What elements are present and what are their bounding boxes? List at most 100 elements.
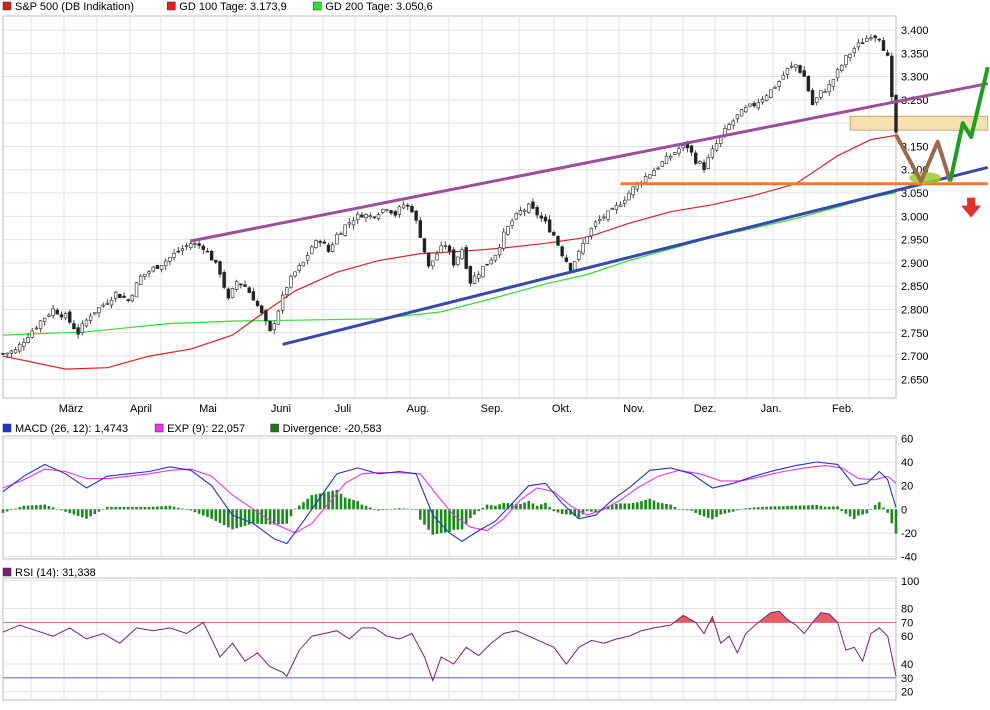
divergence-bar-191 — [798, 505, 802, 510]
candle-body-11 — [47, 314, 51, 317]
divergence-bar-209 — [873, 504, 877, 510]
divergence-bar-10 — [43, 504, 47, 510]
macd-legend-label-1: EXP (9): 22,057 — [167, 423, 245, 435]
candle-body-79 — [330, 244, 335, 252]
divergence-bar-111 — [464, 509, 468, 524]
candle-body-54 — [226, 288, 231, 299]
divergence-bar-56 — [235, 509, 238, 529]
candle-body-47 — [197, 243, 201, 246]
forecast-green-path — [948, 66, 990, 182]
divergence-bar-169 — [706, 509, 710, 518]
exp-line — [2, 465, 897, 534]
divergence-bar-130 — [544, 502, 547, 510]
divergence-bar-71 — [297, 505, 301, 510]
candle-body-72 — [301, 261, 306, 267]
candle-body-210 — [877, 38, 882, 41]
candle-body-119 — [497, 247, 502, 256]
price-y-tick-10: 3.150 — [901, 141, 929, 153]
divergence-bar-211 — [882, 507, 885, 510]
candle-body-170 — [710, 148, 715, 158]
divergence-bar-148 — [619, 503, 622, 510]
price-y-tick-14: 3.350 — [901, 48, 929, 60]
divergence-bar-157 — [656, 502, 660, 510]
candle-body-185 — [773, 87, 777, 89]
rsi-y-tick-5: 80 — [901, 604, 913, 616]
candle-body-101 — [422, 238, 427, 253]
divergence-bar-68 — [285, 509, 289, 524]
divergence-bar-153 — [640, 501, 643, 510]
candle-body-176 — [735, 114, 740, 120]
divergence-bar-2 — [10, 509, 13, 511]
price-legend-swatch-0 — [2, 1, 12, 11]
divergence-bar-152 — [635, 502, 639, 510]
candle-body-40 — [168, 256, 172, 262]
candle-body-34 — [143, 273, 147, 277]
divergence-bar-158 — [661, 503, 664, 510]
candle-body-110 — [460, 249, 464, 260]
resistance-zone — [849, 115, 989, 131]
divergence-bar-1 — [5, 509, 9, 512]
candle-body-32 — [134, 282, 139, 298]
candle-body-82 — [343, 224, 347, 236]
candle-body-212 — [885, 52, 890, 56]
divergence-bar-7 — [30, 505, 34, 510]
candle-body-62 — [260, 305, 264, 313]
divergence-bar-106 — [444, 509, 447, 533]
candle-body-169 — [706, 157, 710, 169]
candle-body-127 — [531, 201, 535, 209]
price-legend-swatch-2 — [313, 1, 322, 11]
divergence-bar-94 — [393, 508, 397, 510]
candle-body-103 — [431, 260, 435, 267]
candle-body-29 — [122, 295, 126, 298]
candle-body-35 — [147, 271, 151, 274]
divergence-bar-90 — [377, 509, 380, 511]
candle-body-114 — [477, 274, 481, 279]
candle-body-96 — [401, 204, 406, 209]
divergence-bar-166 — [694, 509, 698, 513]
divergence-bar-44 — [185, 509, 188, 510]
candle-body-19 — [80, 323, 84, 333]
divergence-bar-17 — [72, 509, 76, 515]
divergence-bar-109 — [456, 509, 460, 530]
candle-body-182 — [760, 98, 765, 103]
macd-line — [2, 461, 897, 545]
divergence-bar-20 — [85, 509, 88, 519]
candle-body-22 — [93, 312, 97, 315]
divergence-bar-194 — [811, 505, 814, 510]
candle-body-56 — [234, 281, 239, 290]
candle-body-38 — [159, 264, 164, 270]
divergence-bar-141 — [590, 509, 593, 512]
divergence-bar-3 — [14, 508, 17, 510]
candle-body-126 — [527, 203, 531, 213]
divergence-bar-137 — [573, 509, 576, 517]
candle-body-180 — [752, 103, 756, 107]
candle-body-6 — [26, 337, 30, 343]
divergence-bar-52 — [218, 509, 222, 524]
candle-body-157 — [656, 167, 660, 170]
candle-body-199 — [831, 79, 836, 87]
candle-body-151 — [631, 186, 635, 196]
candle-body-198 — [827, 84, 831, 93]
divergence-bar-72 — [302, 502, 305, 510]
divergence-bar-196 — [819, 505, 823, 510]
divergence-bar-202 — [844, 509, 848, 514]
divergence-bar-164 — [686, 509, 689, 511]
divergence-bar-213 — [890, 509, 894, 524]
candle-body-193 — [806, 75, 811, 92]
candle-body-186 — [777, 81, 781, 87]
candle-body-148 — [618, 204, 623, 207]
candle-body-115 — [481, 266, 485, 278]
divergence-bar-162 — [677, 509, 681, 510]
divergence-bar-204 — [852, 509, 856, 520]
candle-body-168 — [702, 162, 706, 171]
divergence-bar-61 — [256, 509, 259, 524]
divergence-bar-29 — [122, 506, 126, 510]
candle-body-135 — [564, 257, 569, 262]
divergence-bars — [1, 489, 898, 535]
rsi-y-tick-6: 100 — [901, 576, 919, 588]
divergence-bar-183 — [765, 506, 768, 510]
candle-body-123 — [514, 212, 518, 220]
divergence-bar-182 — [761, 506, 764, 510]
candle-body-84 — [351, 220, 356, 226]
divergence-bar-38 — [160, 506, 163, 510]
